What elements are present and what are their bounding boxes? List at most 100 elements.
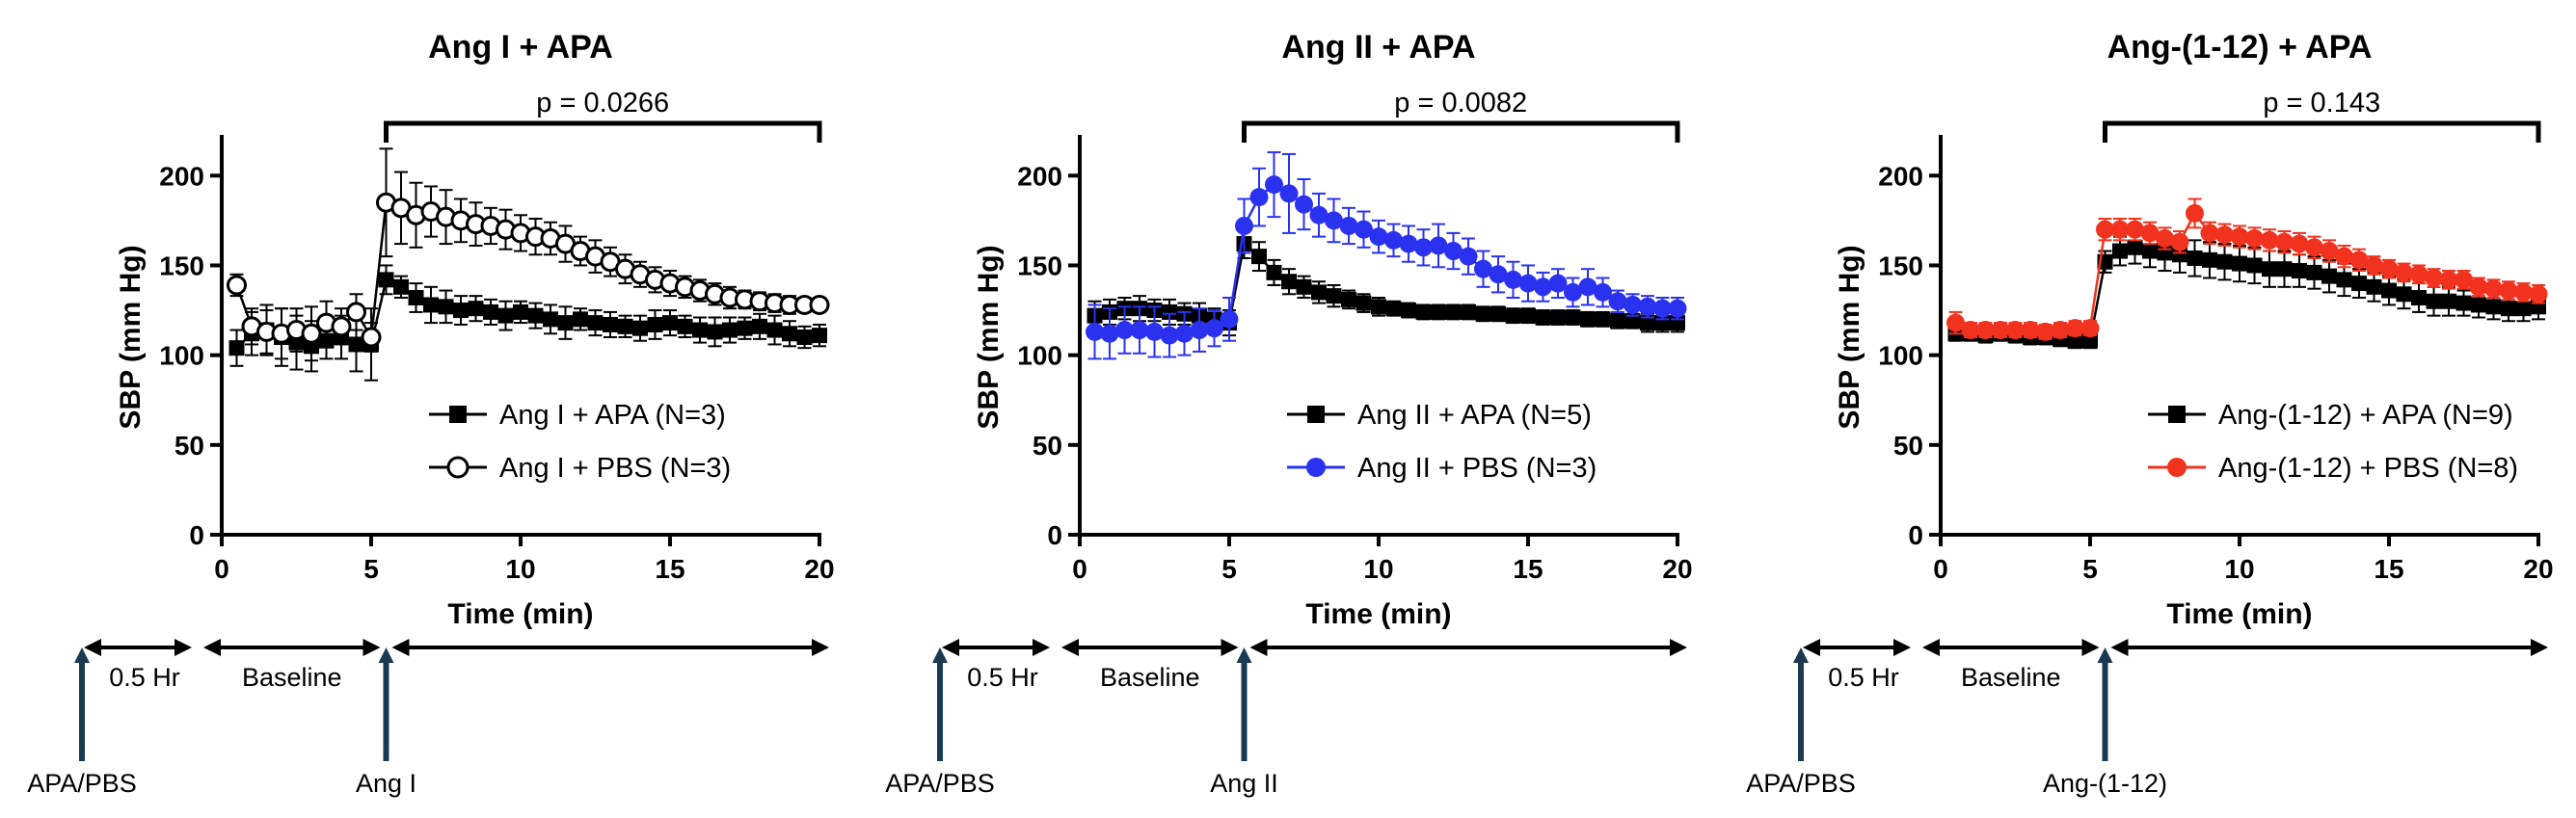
data-point	[2455, 295, 2472, 311]
chart-panel-1: Ang I + APA p = 0.0266 0 50 100 150 200 0 5 10 15 2…	[27, 29, 834, 798]
arrowhead	[2531, 639, 2548, 656]
arrowhead	[1249, 639, 1268, 656]
arrowhead	[1793, 647, 1809, 663]
data-point	[1594, 282, 1612, 302]
y-tick-label: 150	[159, 251, 204, 280]
data-point	[1445, 303, 1462, 320]
data-point	[766, 322, 783, 338]
legend-marker	[1306, 458, 1326, 477]
data-point	[2230, 227, 2249, 247]
data-point	[2186, 203, 2204, 223]
data-point	[1608, 292, 1627, 311]
y-tick-label: 200	[159, 161, 204, 191]
data-point	[722, 322, 738, 338]
data-point	[2306, 264, 2322, 280]
y-tick-label: 50	[1893, 431, 1923, 461]
agonist-label: Ang I	[356, 769, 416, 798]
x-tick-label: 15	[2374, 554, 2403, 584]
legend-marker	[446, 456, 470, 479]
data-point	[527, 307, 544, 324]
arrowhead	[84, 639, 101, 656]
legend-label: Ang II + PBS (N=3)	[1357, 453, 1597, 484]
data-point	[348, 336, 364, 353]
agonist-label: Ang-(1-12)	[2043, 769, 2167, 798]
arrowhead	[1236, 647, 1252, 663]
legend-item-1: Ang II + APA (N=5)	[1287, 400, 1592, 431]
agonist-label: Ang II	[1210, 769, 1278, 798]
legend-label: Ang II + APA (N=5)	[1357, 400, 1592, 431]
data-point	[1991, 321, 2010, 340]
data-point	[2366, 278, 2382, 295]
x-tick-label: 20	[1662, 554, 1692, 584]
data-point	[2335, 247, 2353, 266]
arrowhead	[812, 639, 829, 656]
legend-label: Ang-(1-12) + PBS (N=8)	[2218, 453, 2518, 484]
data-point	[2170, 232, 2189, 251]
treatment-arrow	[79, 655, 85, 761]
data-point	[1961, 321, 1980, 340]
series-2	[1946, 198, 2548, 341]
data-point	[483, 303, 498, 320]
agonist-arrow	[1241, 655, 1248, 761]
y-tick-label: 150	[1017, 251, 1062, 280]
y-tick-label: 100	[1017, 341, 1062, 371]
data-point	[1295, 195, 1313, 214]
arrowhead	[2110, 639, 2129, 656]
data-point	[1339, 216, 1358, 235]
treatment-label: APA/PBS	[885, 769, 995, 798]
data-point	[2396, 286, 2412, 303]
baseline-label: Baseline	[1961, 663, 2061, 692]
data-point	[1341, 291, 1356, 307]
data-point	[2082, 332, 2098, 349]
chart-title: Ang-(1-12) + APA	[2107, 29, 2373, 66]
data-point	[361, 327, 382, 348]
data-point	[1520, 307, 1536, 324]
data-point	[692, 322, 708, 338]
data-point	[513, 303, 528, 320]
data-point	[2275, 232, 2294, 251]
data-point	[737, 320, 753, 336]
x-axis-label: Time (min)	[1305, 598, 1451, 630]
arrowhead	[1893, 639, 1911, 656]
data-point	[2305, 238, 2323, 257]
protocol-timeline: 0.5 Hr Baseline APA/PBS Ang I	[27, 639, 829, 798]
data-point	[2351, 276, 2367, 292]
y-axis-label: SBP (mm Hg)	[973, 245, 1005, 429]
data-point	[557, 315, 574, 331]
data-point	[228, 340, 245, 356]
data-point	[1279, 184, 1299, 203]
y-tick-label: 0	[1908, 520, 1923, 550]
data-point	[1309, 205, 1328, 224]
arrowhead	[932, 647, 948, 663]
data-point	[1145, 322, 1164, 341]
data-point	[1534, 277, 1552, 297]
data-point	[1668, 299, 1687, 318]
data-point	[1976, 321, 1995, 340]
data-point	[2409, 265, 2428, 284]
data-point	[796, 330, 813, 345]
data-point	[1564, 282, 1582, 302]
chart-title: Ang II + APA	[1281, 29, 1475, 66]
data-point	[1431, 303, 1446, 320]
data-point	[2215, 225, 2234, 245]
y-tick-label: 200	[1017, 161, 1062, 191]
significance-bracket	[2103, 120, 2541, 143]
arrowhead	[1922, 639, 1940, 656]
data-point	[423, 297, 439, 313]
x-tick-label: 10	[1363, 554, 1393, 584]
data-point	[809, 294, 830, 315]
data-point	[1623, 295, 1642, 314]
data-point	[378, 272, 394, 288]
data-point	[331, 316, 352, 337]
data-point	[2110, 220, 2130, 239]
x-axis-label: Time (min)	[2166, 598, 2312, 630]
data-point	[1414, 238, 1433, 257]
data-point	[2336, 272, 2352, 288]
arrowhead	[74, 647, 90, 663]
arrowhead	[2081, 639, 2100, 656]
legend-label: Ang I + PBS (N=3)	[499, 453, 731, 484]
data-point	[1311, 284, 1327, 301]
x-axis-label: Time (min)	[447, 598, 593, 630]
